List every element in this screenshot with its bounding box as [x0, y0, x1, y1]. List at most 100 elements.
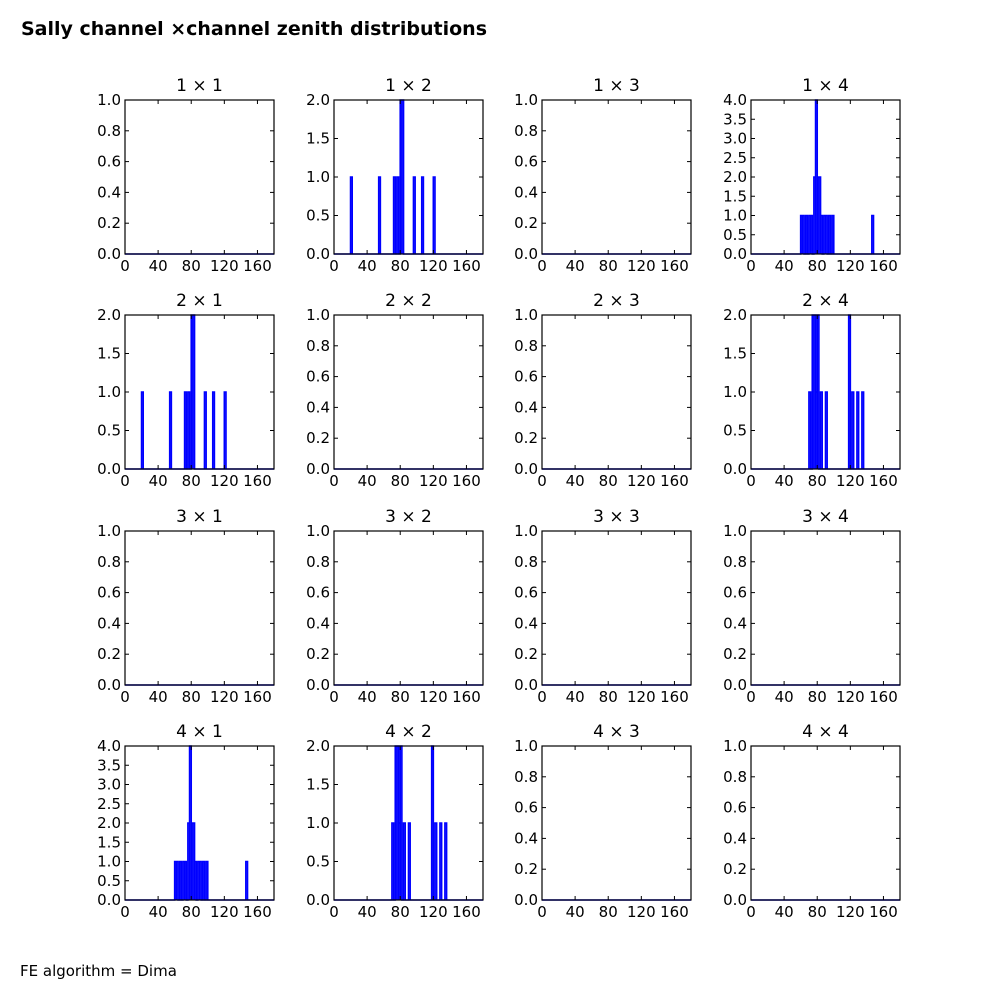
x-tick-label: 120 — [836, 903, 865, 921]
y-tick-label: 0.4 — [97, 614, 121, 632]
x-tick-label: 120 — [419, 688, 448, 706]
y-tick-label: 0.0 — [97, 245, 121, 263]
x-tick-label: 0 — [329, 903, 339, 921]
axes-frame — [124, 99, 275, 255]
subplot-16: 4 × 4 0 40 80 120 160 0.0 0.2 0.4 0.6 0.8 1.0 — [723, 722, 901, 921]
y-tick-label: 0.8 — [514, 337, 538, 355]
y-tick-label: 0.2 — [514, 214, 538, 232]
axes-frame — [750, 745, 901, 901]
x-tick-label: 160 — [452, 903, 481, 921]
y-tick-label: 1.0 — [97, 522, 121, 540]
histogram-bin — [831, 215, 835, 255]
y-tick-label: 1.5 — [306, 776, 330, 794]
x-tick-label: 160 — [869, 903, 898, 921]
y-tick-label: 0.2 — [514, 860, 538, 878]
x-tick-label: 0 — [120, 688, 130, 706]
x-tick-label: 120 — [419, 257, 448, 275]
y-tick-label: 1.0 — [306, 168, 330, 186]
subplot-11: 3 × 3 0 40 80 120 160 0.0 0.2 0.4 0.6 0.8 1.0 — [514, 507, 692, 706]
subplot-title: 4 × 2 — [385, 722, 432, 742]
x-tick-label: 80 — [808, 257, 827, 275]
histogram-bin — [192, 314, 196, 470]
subplot-13: 4 × 1 0 40 80 120 160 0.00.51.0 1.52.02.53.0 3.5… — [97, 722, 275, 921]
y-tick-label: 2.0 — [97, 814, 121, 832]
y-tick-label: 0.0 — [723, 676, 747, 694]
histogram-bin — [141, 391, 144, 470]
histogram-bin — [816, 314, 820, 470]
axes-frame — [333, 530, 484, 686]
x-tick-label: 160 — [869, 257, 898, 275]
x-tick-label: 40 — [566, 257, 585, 275]
x-tick-label: 160 — [243, 472, 272, 490]
y-tick-label: 0.0 — [514, 460, 538, 478]
y-tick-label: 1.0 — [723, 383, 747, 401]
x-tick-label: 40 — [775, 257, 794, 275]
histogram-bin — [199, 861, 202, 901]
y-tick-label: 2.5 — [97, 795, 121, 813]
x-tick-label: 40 — [775, 472, 794, 490]
x-tick-label: 80 — [599, 257, 618, 275]
y-tick-label: 0.0 — [306, 676, 330, 694]
x-tick-label: 40 — [358, 688, 377, 706]
y-tick-label: 0.6 — [306, 584, 330, 602]
histogram-bin — [825, 391, 828, 470]
x-tick-label: 80 — [182, 903, 201, 921]
y-tick-label: 0.2 — [723, 645, 747, 663]
axes-frame — [124, 314, 275, 470]
figure-title: Sally channel ×channel zenith distributi… — [21, 18, 488, 40]
y-tick-label: 2.5 — [723, 149, 747, 167]
y-tick-label: 1.0 — [514, 306, 538, 324]
x-tick-label: 40 — [149, 688, 168, 706]
histogram-bin — [169, 391, 172, 470]
histogram-bin — [861, 391, 865, 470]
histogram-bin — [179, 861, 182, 901]
x-tick-label: 160 — [869, 472, 898, 490]
x-tick-label: 120 — [419, 903, 448, 921]
histogram-bin — [391, 822, 395, 901]
histogram-bin — [820, 215, 823, 255]
x-tick-label: 120 — [836, 257, 865, 275]
histogram-bin — [412, 176, 416, 255]
y-tick-label: 1.5 — [97, 345, 121, 363]
y-tick-label: 1.0 — [723, 737, 747, 755]
y-tick-label: 0.2 — [514, 645, 538, 663]
y-tick-label: 1.0 — [514, 522, 538, 540]
y-tick-label: 2.0 — [97, 306, 121, 324]
histogram-line — [334, 99, 483, 255]
histogram-bin — [805, 215, 808, 255]
y-tick-label: 0.0 — [306, 245, 330, 263]
subplot-title: 1 × 2 — [385, 76, 432, 96]
subplot-15: 4 × 3 0 40 80 120 160 0.0 0.2 0.4 0.6 0.8 1.0 — [514, 722, 692, 921]
y-tick-label: 0.0 — [514, 891, 538, 909]
x-tick-label: 0 — [537, 472, 547, 490]
y-tick-label: 0.0 — [97, 460, 121, 478]
x-tick-label: 40 — [358, 257, 377, 275]
x-tick-label: 160 — [660, 688, 689, 706]
y-tick-label: 0.5 — [97, 422, 121, 440]
histogram-bin — [378, 176, 381, 255]
x-tick-label: 0 — [120, 903, 130, 921]
subplot-10: 3 × 2 0 40 80 120 160 0.0 0.2 0.4 0.6 0.8 1.0 — [306, 507, 484, 706]
x-tick-label: 160 — [452, 688, 481, 706]
subplot-title: 2 × 1 — [176, 291, 223, 311]
y-tick-label: 4.0 — [97, 737, 121, 755]
x-tick-label: 120 — [627, 688, 656, 706]
y-tick-label: 0.8 — [97, 553, 121, 571]
histogram-bin — [393, 176, 396, 255]
y-tick-label: 1.0 — [306, 522, 330, 540]
x-tick-label: 120 — [210, 257, 239, 275]
x-tick-label: 0 — [120, 472, 130, 490]
x-tick-label: 120 — [627, 257, 656, 275]
x-tick-label: 160 — [452, 472, 481, 490]
y-tick-label: 0.8 — [306, 337, 330, 355]
y-tick-label: 0.6 — [97, 584, 121, 602]
y-tick-label: 2.0 — [306, 737, 330, 755]
x-tick-label: 80 — [599, 688, 618, 706]
histogram-bin — [808, 391, 812, 470]
histogram-bin — [184, 861, 187, 901]
subplot-title: 1 × 3 — [593, 76, 640, 96]
x-tick-label: 80 — [391, 257, 410, 275]
y-tick-label: 3.0 — [723, 130, 747, 148]
x-tick-label: 0 — [746, 472, 756, 490]
